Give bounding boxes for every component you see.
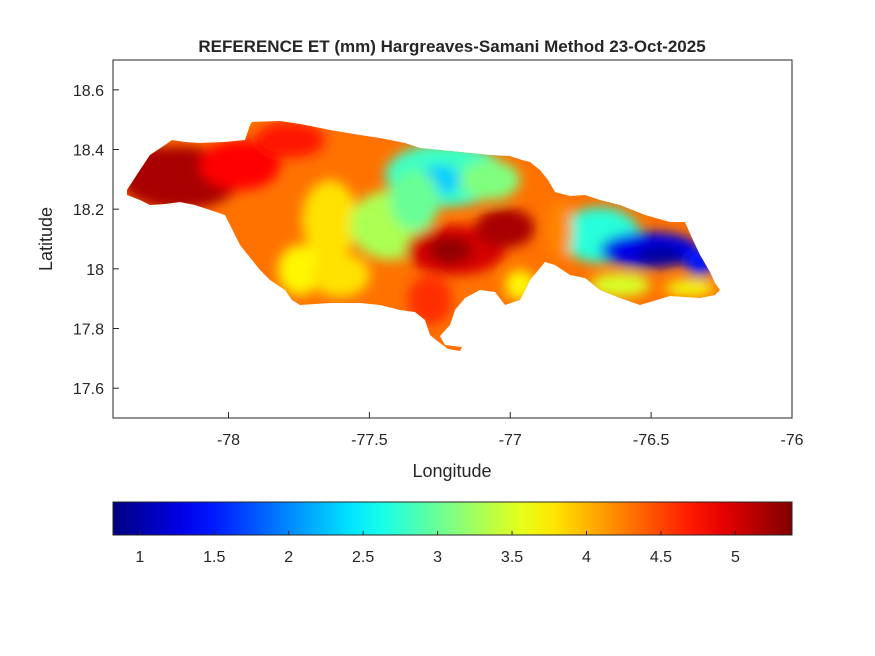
colorbar-tick-label: 4: [582, 549, 591, 566]
contour-region: [475, 208, 535, 248]
y-tick-label: 18.4: [73, 143, 104, 160]
contour-region: [665, 280, 715, 296]
y-axis-label: Latitude: [36, 207, 56, 271]
x-tick-label: -77: [499, 432, 522, 449]
x-axis: -78 -77.5 -77 -76.5 -76: [217, 412, 804, 449]
x-axis-label: Longitude: [412, 461, 491, 481]
y-axis: 17.6 17.8 18 18.2 18.4 18.6: [73, 83, 119, 398]
contour-region: [548, 200, 572, 260]
contour-region: [590, 273, 650, 297]
contour-region: [310, 253, 370, 297]
x-tick-label: -76: [780, 432, 803, 449]
colorbar-ticks: 1 1.5 2 2.5 3 3.5 4 4.5 5: [135, 531, 740, 566]
colorbar-tick-label: 3: [433, 549, 442, 566]
contour-region: [302, 180, 358, 260]
colorbar-tick-label: 5: [731, 549, 740, 566]
colorbar-tick-label: 3.5: [501, 549, 523, 566]
contour-region: [635, 245, 685, 265]
y-tick-label: 17.6: [73, 381, 104, 398]
colorbar: [112, 501, 793, 536]
contour-region: [460, 160, 520, 200]
y-tick-label: 18.6: [73, 83, 104, 100]
colorbar-tick-label: 1: [135, 549, 144, 566]
y-tick-label: 17.8: [73, 322, 104, 339]
contour-region: [255, 122, 325, 158]
contour-region: [278, 245, 322, 295]
y-tick-label: 18.2: [73, 202, 104, 219]
colorbar-tick-label: 1.5: [203, 549, 225, 566]
contour-region: [428, 236, 472, 264]
contour-region: [390, 170, 440, 230]
colorbar-tick-label: 2: [284, 549, 293, 566]
x-tick-label: -78: [217, 432, 240, 449]
contour-region: [200, 140, 280, 190]
y-tick-label: 18: [86, 262, 104, 279]
x-tick-label: -76.5: [633, 432, 670, 449]
x-tick-label: -77.5: [351, 432, 388, 449]
chart-title: REFERENCE ET (mm) Hargreaves-Samani Meth…: [198, 37, 705, 56]
colorbar-tick-label: 4.5: [650, 549, 672, 566]
colorbar-tick-label: 2.5: [352, 549, 374, 566]
contour-region: [408, 275, 452, 325]
